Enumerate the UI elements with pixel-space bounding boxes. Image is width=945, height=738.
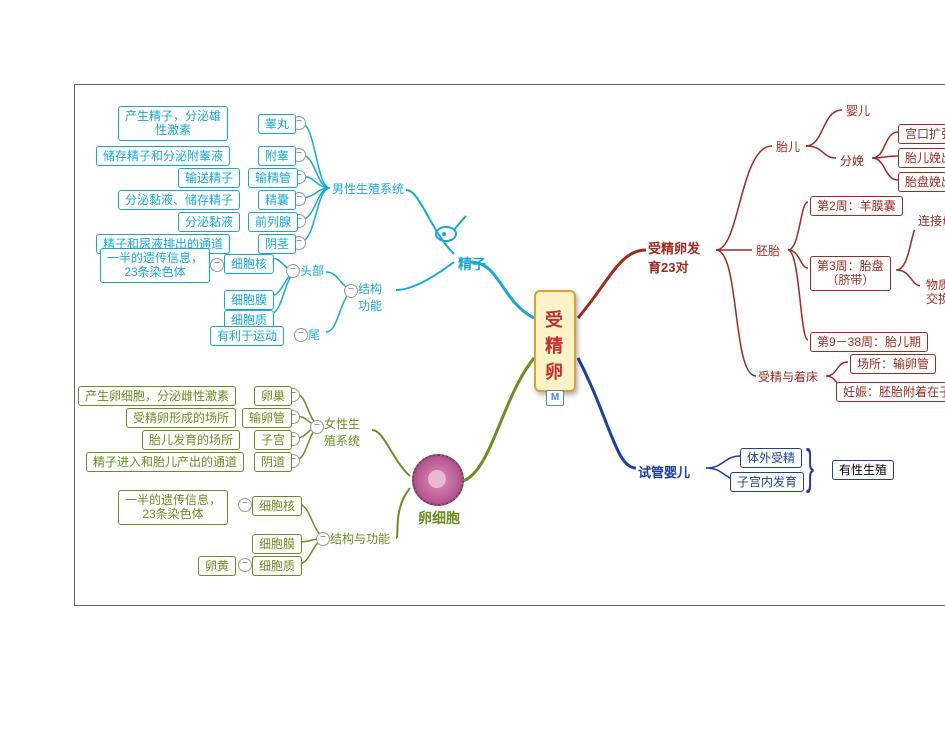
- organ-prostate[interactable]: 前列腺: [248, 212, 298, 232]
- organ-epididymis-desc: 储存精子和分泌附睾液: [96, 146, 230, 166]
- organ-oviduct-desc: 受精卵形成的场所: [126, 408, 236, 428]
- root-label: 受 精 卵: [536, 306, 574, 384]
- egg-yolk: 卵黄: [198, 556, 236, 576]
- node-sperm-tail[interactable]: 尾: [308, 326, 320, 343]
- node-fert[interactable]: 受精与着床: [758, 368, 818, 385]
- organ-ovary-desc: 产生卵细胞，分泌雌性激素: [78, 386, 236, 406]
- node-female-repro[interactable]: 女性生 殖系统: [324, 415, 360, 449]
- root-badge: M: [546, 390, 564, 406]
- branch-dev-label[interactable]: 受精卵发 育23对: [648, 238, 700, 276]
- fenmian-0: 宫口扩张: [898, 124, 945, 144]
- sperm-nucleus-desc: 一半的遗传信息， 23条染色体: [100, 248, 210, 283]
- collapse-icon[interactable]: −: [316, 532, 330, 546]
- collapse-icon[interactable]: −: [344, 284, 358, 298]
- organ-seminal[interactable]: 精囊: [258, 190, 296, 210]
- fenmian-2: 胎盘娩出: [898, 172, 945, 192]
- node-fenmian[interactable]: 分娩: [840, 152, 864, 169]
- sperm-icon: [432, 212, 468, 248]
- branch-sperm-label[interactable]: 精子: [458, 254, 486, 274]
- ivf-result: 有性生殖: [832, 460, 894, 480]
- organ-vasdeferens-desc: 输送精子: [178, 168, 240, 188]
- organ-epididymis[interactable]: 附睾: [258, 146, 296, 166]
- wk3-i1: 物质 交换: [920, 276, 945, 309]
- collapse-icon[interactable]: −: [310, 420, 324, 434]
- node-sperm-head[interactable]: 头部: [300, 262, 324, 279]
- brace-icon: }: [806, 444, 814, 492]
- organ-prostate-desc: 分泌黏液: [178, 212, 240, 232]
- organ-uterus[interactable]: 子宫: [254, 430, 292, 450]
- egg-membrane[interactable]: 细胞膜: [252, 534, 302, 554]
- branch-ivf-label[interactable]: 试管婴儿: [638, 462, 690, 481]
- sperm-nucleus[interactable]: 细胞核: [224, 254, 274, 274]
- organ-testis[interactable]: 睾丸: [258, 114, 296, 134]
- organ-oviduct[interactable]: 输卵管: [242, 408, 292, 428]
- collapse-icon[interactable]: −: [286, 264, 300, 278]
- wk2: 第2周：羊膜囊: [810, 196, 903, 216]
- wk9: 第9－38周：胎儿期: [810, 332, 928, 352]
- sperm-tail-desc: 有利于运动: [210, 326, 284, 346]
- fenmian-1: 胎儿娩出: [898, 148, 945, 168]
- organ-ovary[interactable]: 卵巢: [254, 386, 292, 406]
- collapse-icon[interactable]: −: [238, 558, 252, 572]
- egg-nucleus[interactable]: 细胞核: [252, 496, 302, 516]
- node-egg-struct[interactable]: 结构与功能: [330, 530, 390, 547]
- collapse-icon[interactable]: −: [238, 498, 252, 512]
- fert-0: 场所：输卵管: [850, 354, 936, 374]
- sperm-membrane[interactable]: 细胞膜: [224, 290, 274, 310]
- node-baby[interactable]: 婴儿: [846, 102, 870, 119]
- node-sperm-struct[interactable]: 结构 功能: [358, 280, 382, 314]
- collapse-icon[interactable]: −: [294, 328, 308, 342]
- branch-egg-label[interactable]: 卵细胞: [418, 508, 460, 528]
- node-embryo[interactable]: 胚胎: [756, 242, 780, 259]
- node-fetus[interactable]: 胎儿: [776, 138, 800, 155]
- organ-vagina-desc: 精子进入和胎儿产出的通道: [86, 452, 244, 472]
- organ-seminal-desc: 分泌黏液、储存精子: [118, 190, 240, 210]
- collapse-icon[interactable]: −: [210, 258, 224, 272]
- organ-uterus-desc: 胎儿发育的场所: [142, 430, 240, 450]
- egg-icon: [412, 454, 464, 506]
- node-male-repro[interactable]: 男性生殖系统: [332, 180, 404, 197]
- ivf-1: 子宫内发育: [730, 472, 804, 492]
- organ-vasdeferens[interactable]: 输精管: [248, 168, 298, 188]
- root-node[interactable]: 受 精 卵 M: [534, 290, 576, 392]
- egg-cytoplasm[interactable]: 细胞质: [252, 556, 302, 576]
- ivf-0: 体外受精: [740, 448, 802, 468]
- wk3-i0: 连接母体与: [912, 212, 945, 230]
- egg-nucleus-desc: 一半的遗传信息， 23条染色体: [118, 490, 228, 525]
- organ-vagina[interactable]: 阴道: [254, 452, 292, 472]
- wk3: 第3周：胎盘 （脐带）: [810, 256, 891, 291]
- fert-1: 妊娠：胚胎附着在子宫: [836, 382, 945, 402]
- organ-penis[interactable]: 阴茎: [258, 234, 296, 254]
- organ-testis-desc: 产生精子，分泌雄 性激素: [118, 106, 228, 141]
